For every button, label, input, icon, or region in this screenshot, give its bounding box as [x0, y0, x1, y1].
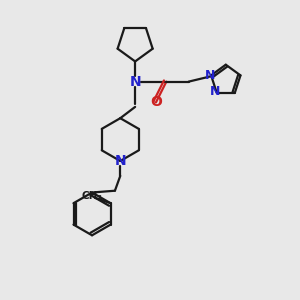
Text: N: N: [210, 85, 220, 98]
Text: N: N: [129, 75, 141, 88]
Text: CH₃: CH₃: [81, 191, 102, 201]
Text: N: N: [115, 154, 126, 168]
Text: N: N: [204, 69, 215, 82]
Text: O: O: [150, 95, 162, 110]
